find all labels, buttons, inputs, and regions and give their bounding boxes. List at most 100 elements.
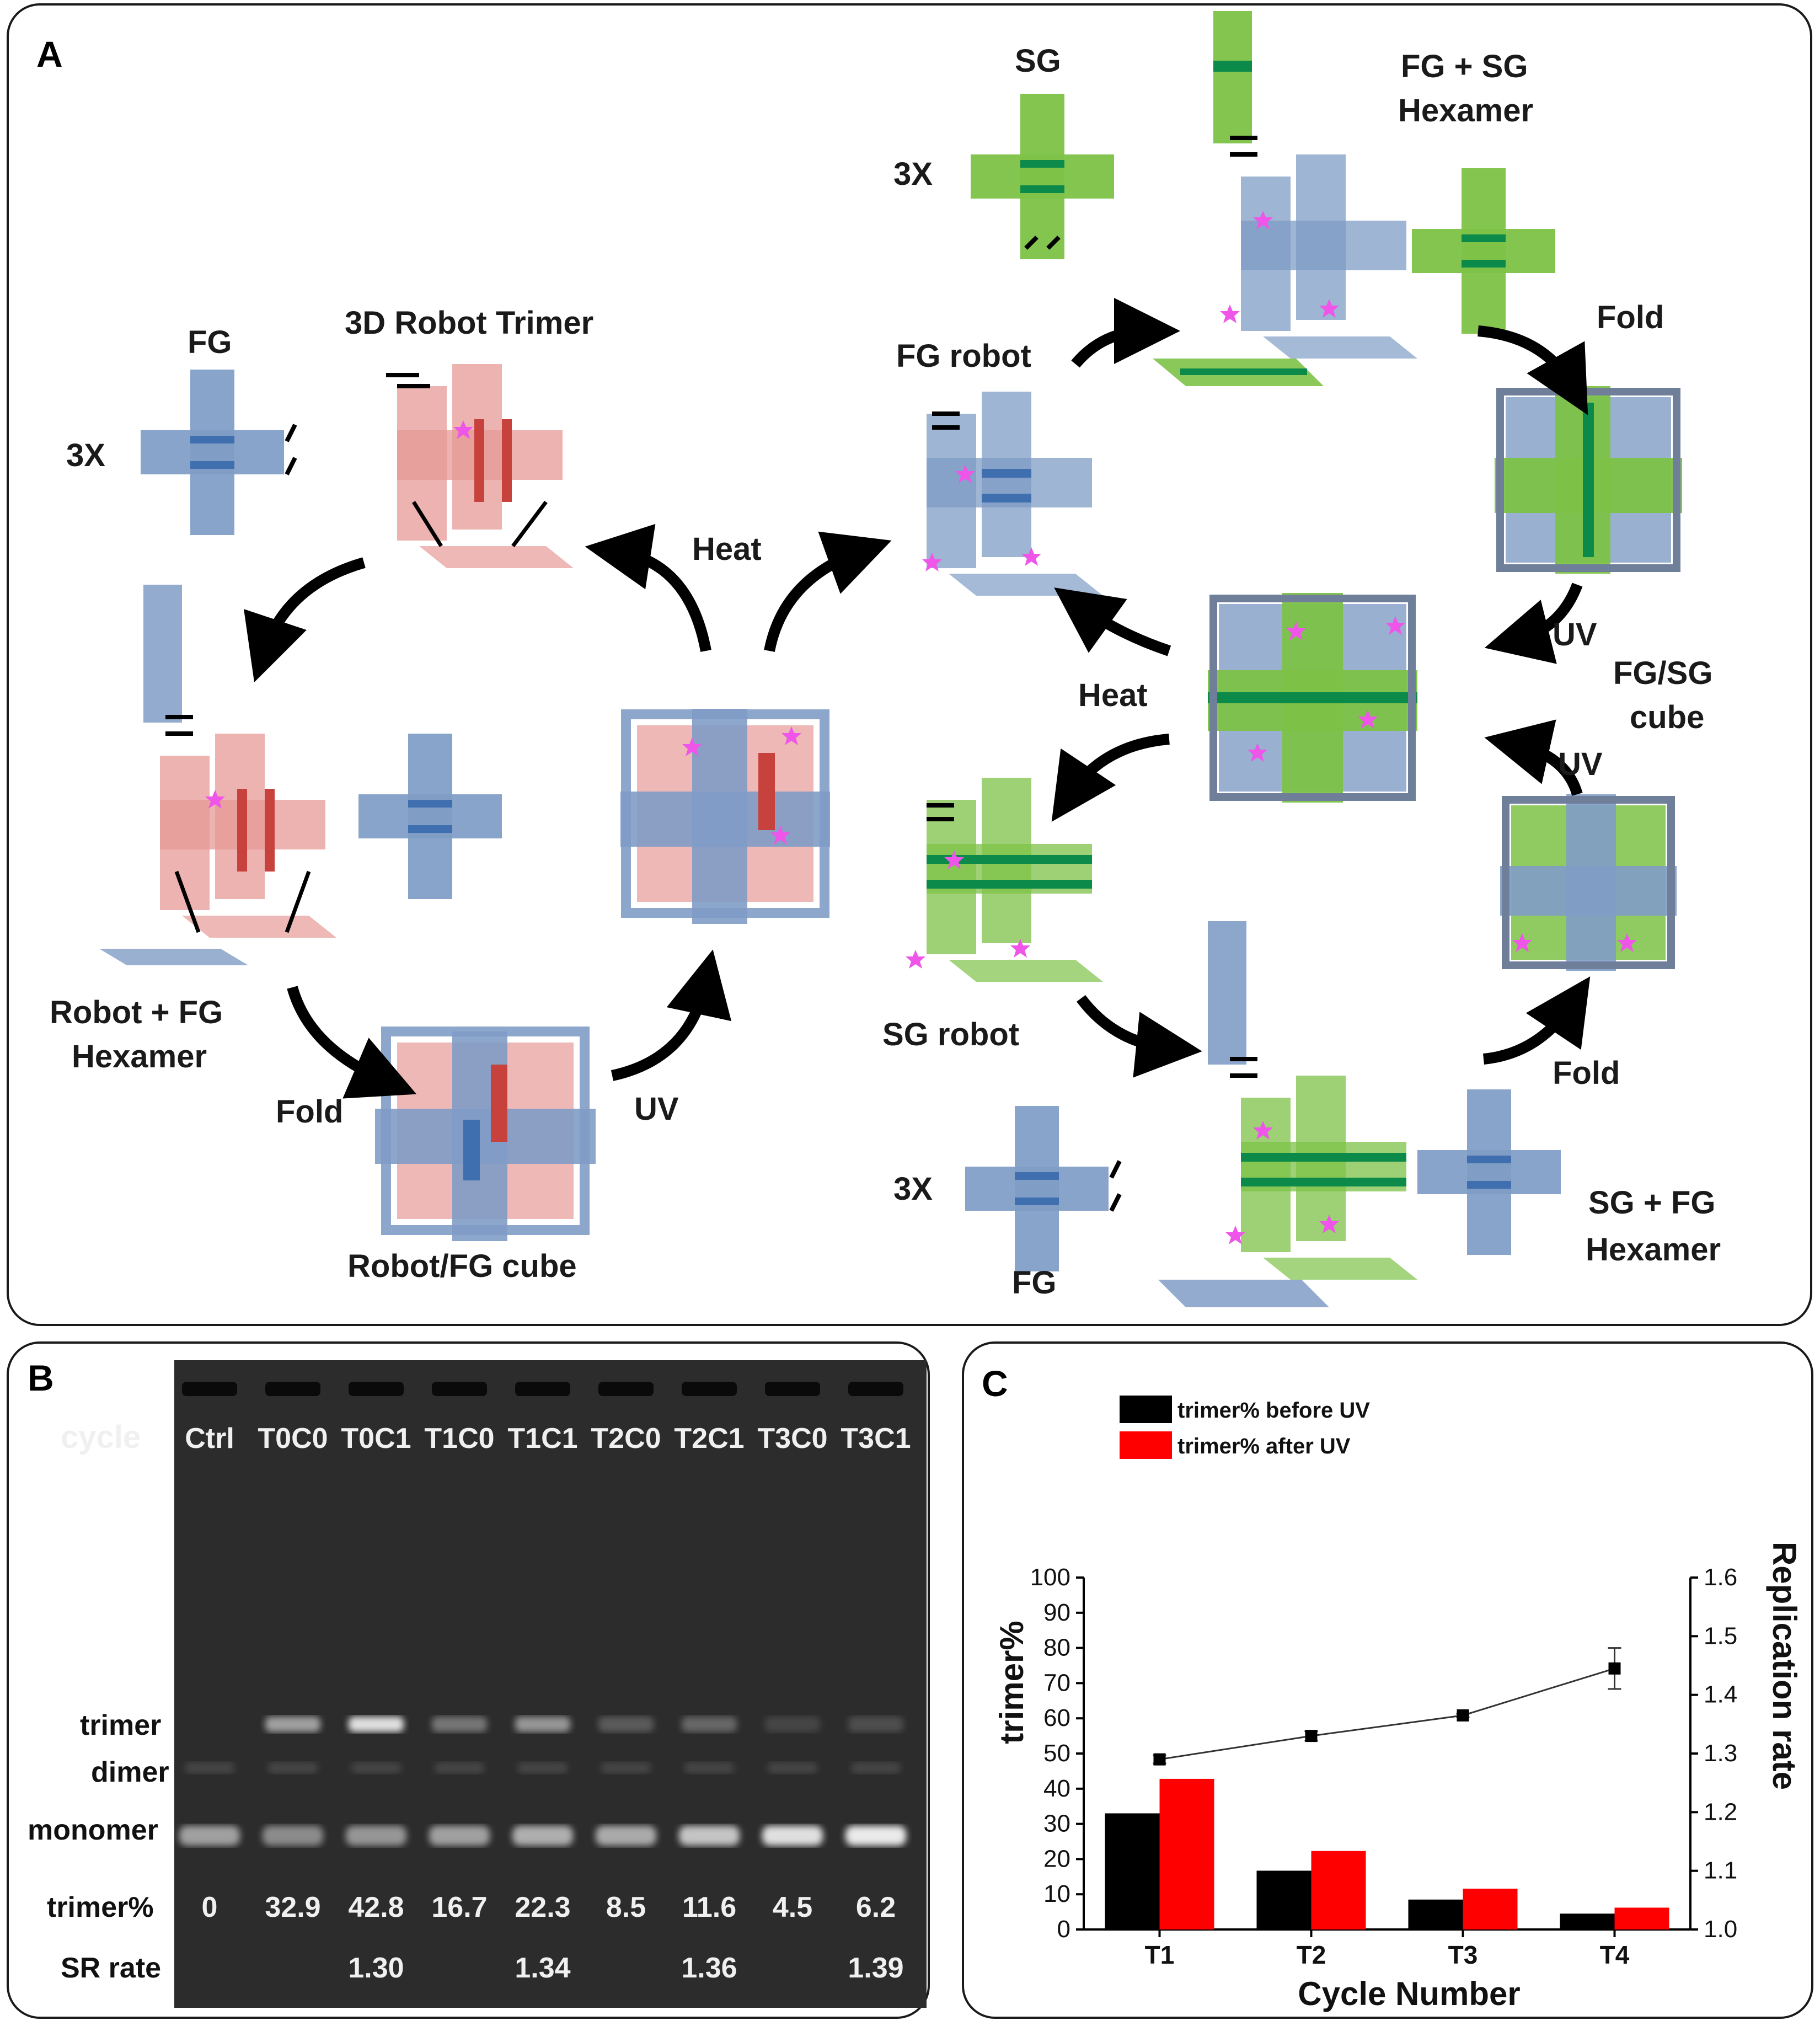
replication-rate-point (1153, 1753, 1166, 1766)
fg-bottom-label: FG (1012, 1265, 1057, 1301)
y-tick-label: 90 (1043, 1599, 1070, 1626)
monomer-band (679, 1826, 740, 1846)
x-tick-label: T3 (1448, 1941, 1478, 1969)
dimer-band (684, 1762, 734, 1773)
y-tick-label: 100 (1030, 1564, 1070, 1591)
gel-well (765, 1382, 820, 1396)
y-tick-label: 50 (1043, 1740, 1070, 1767)
heat-left-label: Heat (692, 531, 762, 567)
robot-fg-hexamer-label-2: Hexamer (72, 1039, 207, 1075)
fg-monomer-left (141, 370, 297, 535)
gel-well (682, 1382, 737, 1396)
replication-rate-point (1305, 1730, 1318, 1742)
x-axis-label: Cycle Number (1298, 1975, 1520, 2012)
legend-swatch-after (1120, 1431, 1172, 1459)
dimer-band (351, 1762, 401, 1773)
monomer-band (263, 1826, 323, 1846)
trimer-pct-value: 11.6 (682, 1891, 736, 1923)
gel-background (174, 1360, 927, 2008)
sr-rate-value: 1.34 (515, 1952, 570, 1984)
bar-before (1105, 1813, 1160, 1929)
y-tick-label: 40 (1043, 1775, 1070, 1802)
y2-axis-label: Replication rate (1766, 1542, 1803, 1790)
trimer-pct-value: 4.5 (773, 1891, 812, 1923)
x-tick-label: T2 (1297, 1941, 1326, 1969)
monomer-band (762, 1826, 823, 1846)
fg-robot (922, 392, 1103, 596)
legend-label-before: trimer% before UV (1177, 1398, 1370, 1423)
arrow-fgrobot-to-hexamer (1071, 298, 1180, 368)
fg-sg-cube-label-1: FG/SG (1613, 655, 1712, 691)
lane-label: T1C0 (424, 1423, 494, 1455)
fg-sg-hexamer-label-1: FG + SG (1401, 49, 1528, 84)
lane-label: T2C0 (591, 1423, 661, 1455)
fg-left-label: FG (188, 324, 232, 360)
gel-well (432, 1382, 487, 1396)
fg-sg-cube-label-2: cube (1630, 699, 1704, 735)
y2-tick-label: 1.0 (1704, 1916, 1737, 1943)
lane-label: T0C0 (258, 1423, 328, 1455)
lane-label: Ctrl (185, 1423, 234, 1455)
legend: trimer% before UV trimer% after UV (1120, 1396, 1370, 1459)
fold-bottom-right-label: Fold (1553, 1055, 1620, 1091)
trimer-band (682, 1717, 737, 1732)
y2-tick-label: 1.5 (1704, 1622, 1737, 1649)
dimer-band (268, 1762, 318, 1773)
y2-tick-label: 1.4 (1704, 1681, 1737, 1708)
y-tick-label: 70 (1043, 1669, 1070, 1696)
sg-top-count: 3X (893, 156, 933, 192)
heat-right-label: Heat (1078, 677, 1148, 713)
sg-robot-label: SG robot (882, 1017, 1019, 1052)
monomer-band (845, 1826, 906, 1846)
trimer-pct-value: 16.7 (431, 1891, 487, 1923)
panel-a (7, 3, 1812, 1326)
sg-monomer-top (971, 94, 1114, 259)
legend-label-after: trimer% after UV (1177, 1434, 1351, 1458)
replication-rate-point (1608, 1662, 1621, 1675)
dimer-band-label: dimer (91, 1756, 169, 1788)
dimer-band (601, 1762, 651, 1773)
robot-fg-cube-label: Robot/FG cube (347, 1248, 577, 1284)
gel-well (848, 1382, 903, 1396)
trimer-pct-value: 8.5 (606, 1891, 646, 1923)
robot-trimer-label: 3D Robot Trimer (345, 305, 593, 341)
folded-cube-bottom-right (1500, 794, 1677, 971)
panel-b-label: B (28, 1357, 54, 1398)
monomer-band (429, 1826, 490, 1846)
arrow-cube-to-sgrobot (1051, 734, 1170, 822)
trimer-pct-value: 42.8 (348, 1891, 404, 1923)
center-cube (620, 709, 830, 924)
lane-label: T2C1 (674, 1423, 744, 1455)
monomer-band (512, 1826, 573, 1846)
y-tick-label: 60 (1043, 1704, 1070, 1731)
monomer-band (346, 1826, 406, 1846)
monomer-band (179, 1826, 240, 1846)
gel-well (182, 1382, 237, 1396)
sg-fg-hexamer-label-1: SG + FG (1588, 1185, 1715, 1221)
trimer-pct-value: 6.2 (856, 1891, 896, 1923)
trimer-band (515, 1717, 570, 1732)
bar-before (1256, 1870, 1312, 1929)
fg-left-count: 3X (66, 437, 105, 473)
sg-fg-hexamer (1158, 921, 1417, 1307)
arrow-center-to-fg-robot (764, 531, 892, 652)
sr-rate-value: 1.30 (348, 1952, 404, 1984)
dimer-band (185, 1762, 234, 1773)
sg-robot (906, 778, 1103, 982)
trimer-band (765, 1717, 820, 1732)
dimer-band (435, 1762, 484, 1773)
fold-top-right-label: Fold (1597, 300, 1664, 335)
replication-rate-line (1159, 1667, 1615, 1761)
fg-bottom-count: 3X (893, 1171, 933, 1207)
bar-after (1159, 1778, 1214, 1929)
bar-after (1614, 1907, 1669, 1929)
arrow-hexamer-to-fold (1478, 325, 1588, 415)
fold-left-label: Fold (276, 1094, 343, 1130)
arrow-hexamer-to-cube (287, 986, 417, 1099)
trimer-pct-label: trimer% (47, 1891, 154, 1923)
y-tick-label: 0 (1057, 1916, 1070, 1943)
x-tick-label: T4 (1600, 1941, 1630, 1969)
bar-after (1311, 1851, 1366, 1929)
